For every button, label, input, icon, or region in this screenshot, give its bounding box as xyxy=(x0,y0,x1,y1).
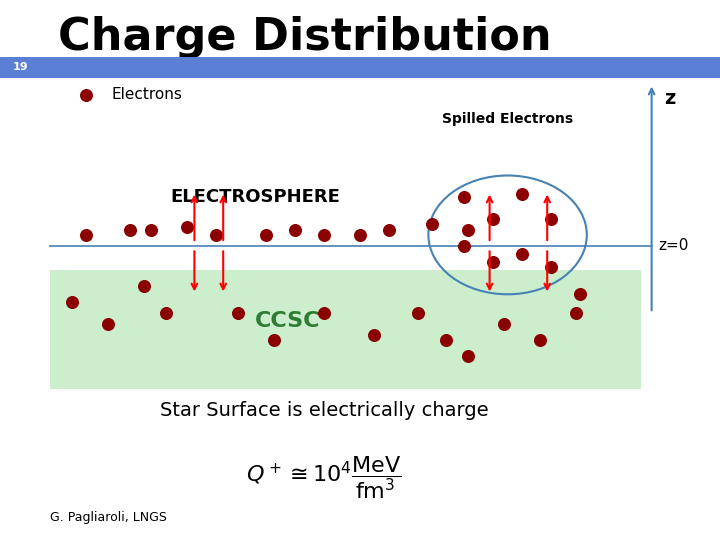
Point xyxy=(81,231,92,239)
Point xyxy=(516,190,528,199)
Point xyxy=(459,193,470,201)
Text: Star Surface is electrically charge: Star Surface is electrically charge xyxy=(160,401,488,420)
Text: z=0: z=0 xyxy=(659,238,689,253)
Point xyxy=(369,330,380,339)
Point xyxy=(487,258,499,266)
Point xyxy=(66,298,78,307)
Point xyxy=(545,263,557,272)
Point xyxy=(232,309,243,318)
Point xyxy=(181,222,193,231)
Point xyxy=(124,225,135,234)
Text: G. Pagliaroli, LNGS: G. Pagliaroli, LNGS xyxy=(50,511,167,524)
Text: $Q^+ \cong 10^4 \dfrac{\mathrm{MeV}}{\mathrm{fm}^3}$: $Q^+ \cong 10^4 \dfrac{\mathrm{MeV}}{\ma… xyxy=(246,455,402,501)
Point xyxy=(383,225,395,234)
Point xyxy=(462,352,474,361)
Text: 19: 19 xyxy=(13,63,29,72)
Text: z: z xyxy=(665,89,676,108)
Point xyxy=(487,214,499,223)
Point xyxy=(261,231,272,239)
Point xyxy=(138,282,150,291)
Point xyxy=(441,336,452,345)
Point xyxy=(462,225,474,234)
Text: Electrons: Electrons xyxy=(112,87,182,102)
Point xyxy=(498,320,510,328)
Text: Charge Distribution: Charge Distribution xyxy=(58,16,552,59)
Text: Spilled Electrons: Spilled Electrons xyxy=(442,112,573,126)
Point xyxy=(412,309,423,318)
Point xyxy=(268,336,279,345)
Point xyxy=(354,231,366,239)
Point xyxy=(145,225,157,234)
Point xyxy=(545,214,557,223)
FancyBboxPatch shape xyxy=(0,57,720,78)
Point xyxy=(426,220,438,228)
Point xyxy=(534,336,546,345)
Text: CCSC: CCSC xyxy=(256,311,320,332)
Point xyxy=(516,249,528,258)
Point xyxy=(210,231,222,239)
Point xyxy=(574,290,585,299)
Text: ELECTROSPHERE: ELECTROSPHERE xyxy=(171,188,341,206)
Point xyxy=(318,309,330,318)
Point xyxy=(160,309,171,318)
Point xyxy=(318,231,330,239)
Point xyxy=(102,320,114,328)
Point xyxy=(289,225,301,234)
Point xyxy=(570,309,582,318)
Point xyxy=(81,90,92,99)
FancyBboxPatch shape xyxy=(50,270,641,389)
Point xyxy=(459,241,470,250)
